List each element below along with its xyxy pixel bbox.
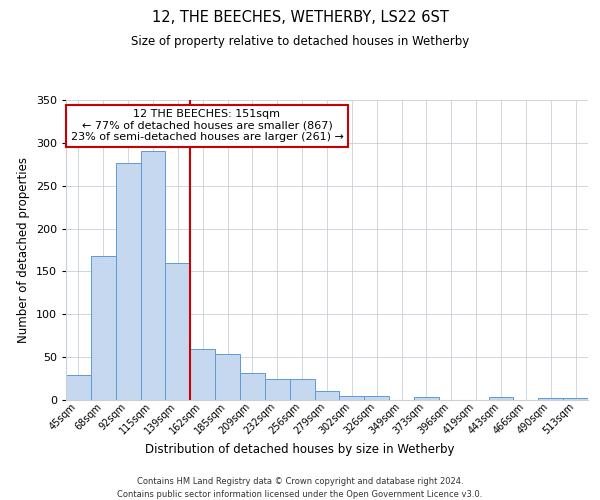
Bar xyxy=(140,150,166,400)
Bar xyxy=(240,372,265,400)
Text: Distribution of detached houses by size in Wetherby: Distribution of detached houses by size … xyxy=(145,442,455,456)
Bar xyxy=(116,162,140,400)
Bar xyxy=(538,398,563,400)
Bar xyxy=(190,350,215,400)
Text: 12 THE BEECHES: 151sqm
← 77% of detached houses are smaller (867)
23% of semi-de: 12 THE BEECHES: 151sqm ← 77% of detached… xyxy=(71,109,343,142)
Bar xyxy=(265,378,290,400)
Text: 12, THE BEECHES, WETHERBY, LS22 6ST: 12, THE BEECHES, WETHERBY, LS22 6ST xyxy=(152,10,448,25)
Bar xyxy=(66,375,91,400)
Bar xyxy=(488,398,514,400)
Bar xyxy=(215,354,240,400)
Bar xyxy=(314,392,340,400)
Bar xyxy=(563,398,588,400)
Text: Size of property relative to detached houses in Wetherby: Size of property relative to detached ho… xyxy=(131,35,469,48)
Bar xyxy=(290,378,314,400)
Bar xyxy=(414,398,439,400)
Bar xyxy=(364,396,389,400)
Text: Contains public sector information licensed under the Open Government Licence v3: Contains public sector information licen… xyxy=(118,490,482,499)
Bar xyxy=(340,396,364,400)
Bar xyxy=(91,256,116,400)
Y-axis label: Number of detached properties: Number of detached properties xyxy=(17,157,30,343)
Bar xyxy=(166,263,190,400)
Text: Contains HM Land Registry data © Crown copyright and database right 2024.: Contains HM Land Registry data © Crown c… xyxy=(137,478,463,486)
